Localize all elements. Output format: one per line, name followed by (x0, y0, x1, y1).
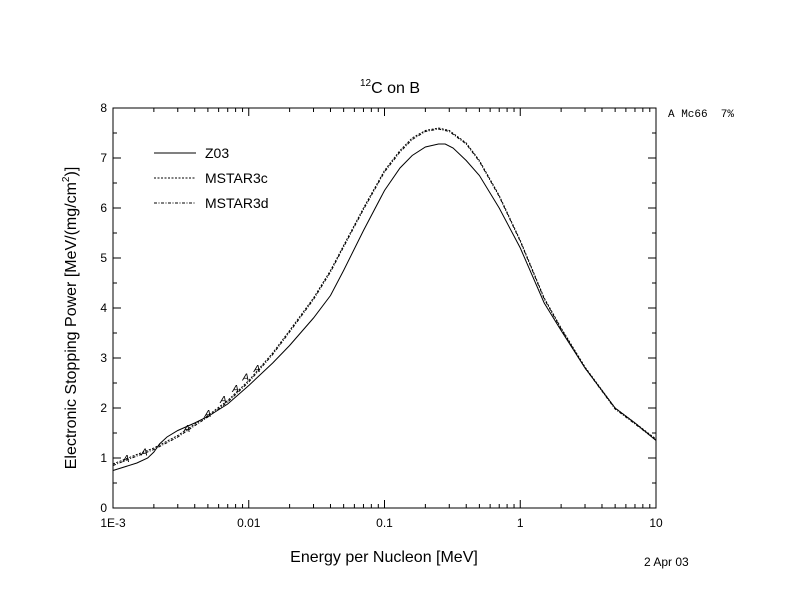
y-tick-label: 2 (100, 401, 107, 415)
y-tick-label: 3 (100, 351, 107, 365)
y-axis-label-end: )] (63, 167, 80, 177)
series-line-z03 (112, 143, 657, 471)
y-tick-label: 8 (100, 101, 107, 115)
data-point-marker: A (140, 448, 148, 459)
x-tick-label: 1 (517, 516, 524, 530)
date-label: 2 Apr 03 (644, 555, 689, 569)
annotation-right: A Mc66 7% (668, 109, 734, 121)
data-point-marker: A (122, 454, 130, 465)
x-axis-ticks: 1E-3 0.01 0.1 1 10 (100, 108, 663, 530)
y-axis-label: Electronic Stopping Power [MeV/(mg/cm2)] (61, 167, 80, 470)
chart-title-text: C on B (371, 80, 420, 97)
legend-label-mstar3c: MSTAR3c (205, 170, 268, 186)
legend: Z03 MSTAR3c MSTAR3d (154, 145, 269, 211)
y-tick-label: 5 (100, 251, 107, 265)
y-axis-label-main: Electronic Stopping Power [MeV/(mg/cm (63, 182, 80, 469)
x-axis-label: Energy per Nucleon [MeV] (290, 549, 478, 566)
y-tick-label: 7 (100, 151, 107, 165)
data-point-marker: A (204, 409, 212, 420)
data-point-marker: A (253, 364, 261, 375)
x-tick-label: 0.01 (237, 516, 261, 530)
y-tick-label: 4 (100, 301, 107, 315)
y-axis-label-superscript: 2 (61, 176, 72, 182)
x-tick-label: 1E-3 (100, 516, 126, 530)
legend-label-mstar3d: MSTAR3d (205, 195, 269, 211)
chart-title: 12C on B (360, 78, 420, 97)
y-tick-label: 0 (100, 501, 107, 515)
y-tick-label: 6 (100, 201, 107, 215)
x-tick-label: 0.1 (376, 516, 393, 530)
series-line-mstar3d (112, 128, 657, 466)
plot-frame (112, 107, 657, 509)
data-point-marker: A (219, 395, 227, 406)
data-point-marker: A (231, 384, 239, 395)
y-tick-label: 1 (100, 451, 107, 465)
y-axis-ticks: 0 1 2 3 4 5 6 7 8 (100, 101, 656, 515)
legend-label-z03: Z03 (205, 145, 229, 161)
series-lines (112, 127, 657, 471)
chart-title-superscript: 12 (360, 78, 372, 89)
data-point-marker: A (183, 424, 191, 435)
x-tick-label: 10 (649, 516, 663, 530)
data-point-marker: A (241, 373, 249, 384)
